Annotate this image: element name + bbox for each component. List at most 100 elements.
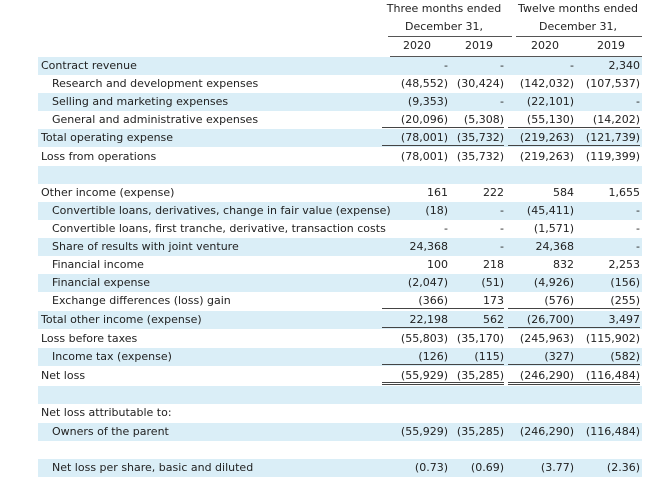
table-row: Total other income (expense) 22,198 562 … <box>38 311 642 329</box>
table-row: General and administrative expenses (20,… <box>38 111 642 129</box>
table-row: Contract revenue - - - 2,340 <box>38 57 642 75</box>
table-row: Net loss (55,929) (35,285) (246,290) (11… <box>38 367 642 385</box>
value-cell: (327) <box>508 348 574 365</box>
year-header: 2020 <box>531 39 559 52</box>
value-cell: - <box>444 222 448 235</box>
table-row: Financial expense (2,047) (51) (4,926) (… <box>38 274 642 292</box>
value-cell: (18) <box>425 204 448 217</box>
row-label: Selling and marketing expenses <box>52 95 229 108</box>
value-cell: - <box>570 59 574 72</box>
value-cell: - <box>500 240 504 253</box>
value-cell: 1,655 <box>608 186 641 199</box>
value-cell: (1,571) <box>533 222 574 235</box>
value-cell: (20,096) <box>382 111 448 128</box>
year-header: 2019 <box>597 39 625 52</box>
value-cell: (5,308) <box>438 111 504 128</box>
value-cell: (35,732) <box>456 150 504 163</box>
row-label: Income tax (expense) <box>52 350 172 363</box>
row-label: Research and development expenses <box>52 77 259 90</box>
value-cell: 218 <box>483 258 504 271</box>
value-cell: - <box>636 204 640 217</box>
value-cell: (55,929) <box>382 367 448 385</box>
row-label: Owners of the parent <box>52 425 169 438</box>
value-cell: (35,285) <box>456 425 504 438</box>
spacer-row <box>38 386 642 404</box>
value-cell: (119,399) <box>585 150 640 163</box>
value-cell: (14,202) <box>574 111 640 128</box>
value-cell: - <box>636 95 640 108</box>
value-cell: (4,926) <box>533 276 574 289</box>
value-cell: (255) <box>574 292 640 309</box>
value-cell: (35,285) <box>438 367 504 385</box>
spacer-row <box>38 166 642 184</box>
value-cell: (78,001) <box>400 150 448 163</box>
row-label: Convertible loans, derivatives, change i… <box>52 204 391 217</box>
table-row: Share of results with joint venture 24,3… <box>38 238 642 256</box>
row-label: Loss from operations <box>41 150 157 163</box>
value-cell: (0.69) <box>470 461 504 474</box>
row-label: Net loss per share, basic and diluted <box>52 461 254 474</box>
row-label: Convertible loans, first tranche, deriva… <box>52 222 386 235</box>
table-row: Convertible loans, first tranche, deriva… <box>38 220 642 238</box>
value-cell: (9,353) <box>407 95 448 108</box>
row-label: Total other income (expense) <box>41 313 202 326</box>
value-cell: (26,700) <box>508 311 574 328</box>
value-cell: 562 <box>438 311 504 328</box>
value-cell: (126) <box>382 348 448 365</box>
value-cell: (0.73) <box>414 461 448 474</box>
value-cell: 100 <box>427 258 448 271</box>
row-label: Net loss attributable to: <box>41 406 172 419</box>
value-cell: 24,368 <box>409 240 449 253</box>
table-row: Net loss per share, basic and diluted (0… <box>38 459 642 477</box>
table-row: Exchange differences (loss) gain (366) 1… <box>38 292 642 310</box>
value-cell: (156) <box>610 276 640 289</box>
value-cell: 173 <box>438 292 504 309</box>
value-cell: (35,732) <box>438 129 504 146</box>
row-label: Exchange differences (loss) gain <box>52 294 231 307</box>
value-cell: (48,552) <box>400 77 448 90</box>
year-header: 2020 <box>403 39 431 52</box>
value-cell: (55,803) <box>400 332 448 345</box>
value-cell: (116,484) <box>574 367 640 385</box>
row-label: Loss before taxes <box>41 332 138 345</box>
value-cell: (246,290) <box>519 425 574 438</box>
value-cell: - <box>500 204 504 217</box>
table-row: Selling and marketing expenses (9,353) -… <box>38 93 642 111</box>
value-cell: (78,001) <box>382 129 448 146</box>
value-cell: (219,263) <box>519 150 574 163</box>
value-cell: (45,411) <box>526 204 574 217</box>
row-label: Financial expense <box>52 276 150 289</box>
three-months-date: December 31, <box>404 20 484 33</box>
table-header: Three months ended December 31, Twelve m… <box>0 0 664 58</box>
row-label: Financial income <box>52 258 144 271</box>
value-cell: (2.36) <box>606 461 640 474</box>
value-cell: (3.77) <box>540 461 574 474</box>
row-label: General and administrative expenses <box>52 113 259 126</box>
row-label: Contract revenue <box>41 59 137 72</box>
value-cell: (2,047) <box>407 276 448 289</box>
value-cell: (142,032) <box>519 77 574 90</box>
value-cell: (219,263) <box>508 129 574 146</box>
year-header: 2019 <box>465 39 493 52</box>
value-cell: 584 <box>553 186 574 199</box>
value-cell: (245,963) <box>519 332 574 345</box>
value-cell: - <box>500 59 504 72</box>
value-cell: 2,340 <box>608 59 641 72</box>
value-cell: (51) <box>481 276 504 289</box>
value-cell: (246,290) <box>508 367 574 385</box>
value-cell: (366) <box>382 292 448 309</box>
table-row: Owners of the parent (55,929) (35,285) (… <box>38 423 642 441</box>
value-cell: (576) <box>508 292 574 309</box>
value-cell: - <box>636 240 640 253</box>
row-label: Share of results with joint venture <box>52 240 239 253</box>
table-row: Financial income 100 218 832 2,253 <box>38 256 642 274</box>
value-cell: 22,198 <box>382 311 448 328</box>
value-cell: (22,101) <box>526 95 574 108</box>
value-cell: 161 <box>427 186 448 199</box>
row-label: Total operating expense <box>41 131 174 144</box>
value-cell: (115,902) <box>585 332 640 345</box>
value-cell: (115) <box>438 348 504 365</box>
value-cell: (121,739) <box>574 129 640 146</box>
three-months-heading: Three months ended <box>386 2 502 15</box>
